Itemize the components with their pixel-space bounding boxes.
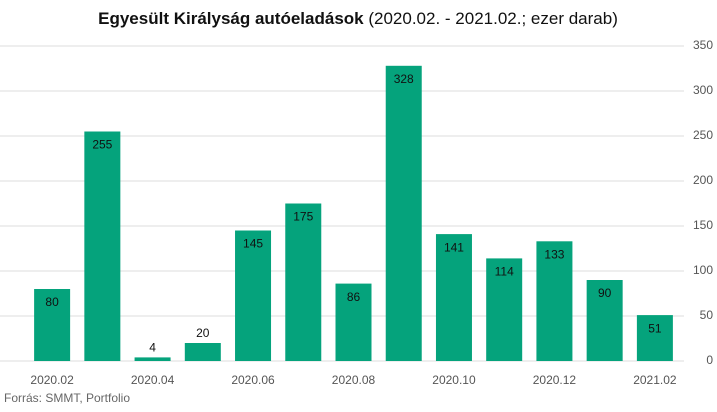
- bar: [184, 343, 221, 361]
- data-label: 141: [444, 240, 464, 254]
- x-tick-label: 2020.10: [432, 373, 476, 387]
- bar: [385, 65, 422, 362]
- y-tick-label: 0: [706, 353, 713, 367]
- chart-title-line: Egyesült Királyság autóeladások (2020.02…: [98, 9, 618, 28]
- data-label: 114: [495, 265, 514, 279]
- data-label: 255: [92, 138, 112, 152]
- bar: [34, 289, 71, 361]
- bar: [536, 241, 573, 361]
- bar: [486, 258, 523, 361]
- x-tick-label: 2020.04: [131, 373, 175, 387]
- x-tick-label: 2020.12: [533, 373, 577, 387]
- y-tick-label: 50: [700, 308, 714, 322]
- x-tick-label: 2020.06: [231, 373, 275, 387]
- y-tick-label: 300: [693, 83, 713, 97]
- chart-title: Egyesült Királyság autóeladások: [98, 9, 364, 28]
- data-label: 133: [544, 247, 564, 261]
- bar: [84, 131, 121, 361]
- data-label: 175: [293, 210, 313, 224]
- bar: [586, 280, 623, 361]
- x-tick-label: 2021.02: [633, 373, 677, 387]
- y-tick-label: 250: [693, 128, 713, 142]
- data-label: 4: [149, 341, 156, 355]
- y-tick-label: 200: [693, 173, 713, 187]
- bar: [435, 234, 472, 361]
- y-tick-label: 100: [693, 263, 713, 277]
- bar: [235, 230, 272, 361]
- bar: [335, 283, 372, 361]
- data-label: 51: [648, 321, 662, 335]
- bar: [134, 357, 171, 361]
- data-label: 328: [394, 72, 414, 86]
- data-label: 86: [347, 290, 361, 304]
- x-tick-label: 2020.08: [332, 373, 376, 387]
- data-label: 20: [196, 326, 210, 340]
- data-label: 90: [598, 286, 612, 300]
- data-label: 80: [45, 295, 59, 309]
- data-label: 145: [243, 237, 263, 251]
- bar: [285, 203, 322, 361]
- x-tick-label: 2020.02: [30, 373, 74, 387]
- y-tick-label: 150: [693, 218, 713, 232]
- source: Forrás: SMMT, Portfolio: [4, 391, 130, 405]
- bar: [636, 315, 673, 361]
- chart-subtitle: (2020.02. - 2021.02.; ezer darab): [368, 9, 618, 28]
- y-tick-label: 350: [693, 38, 713, 52]
